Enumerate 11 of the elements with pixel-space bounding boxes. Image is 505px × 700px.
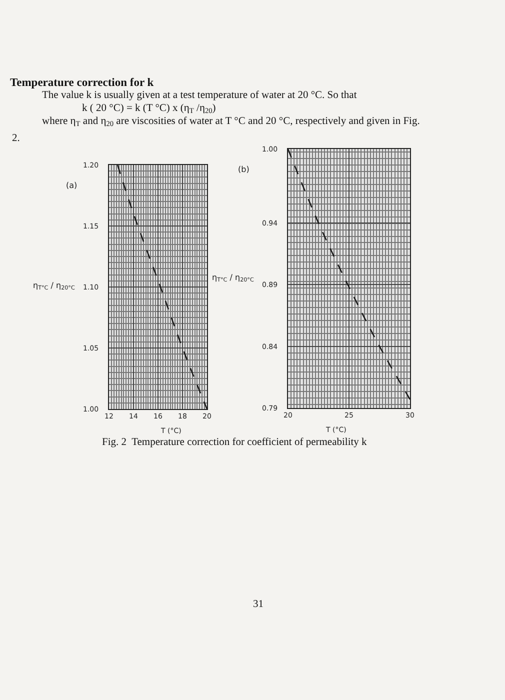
text: The value k is usually given at a test temperature of water at 20 °C. So that: [42, 90, 357, 101]
text: (a): [66, 181, 78, 190]
y-axis-title: η$_{T°C}$ / η$_{20°C}$: [33, 281, 75, 292]
text: where η$_{T}$ and η$_{20}$ are viscosities of water at T °C and 20 °C, respectively and given in Fig.: [42, 116, 420, 128]
y-axis-title: η$_{T°C}$ / η$_{20°C}$: [212, 273, 254, 284]
caption: Fig. 2 Temperature correction for coefficient of permeability k: [102, 437, 368, 448]
text: k ( 20 °C) = k (T °C) x (η$_{T}$ /η$_{20}$): [82, 103, 216, 116]
text: 31: [253, 599, 264, 610]
chart-title: Temperature correction for k: [10, 77, 154, 89]
text: (b): [238, 165, 250, 174]
text: 2.: [12, 133, 20, 144]
